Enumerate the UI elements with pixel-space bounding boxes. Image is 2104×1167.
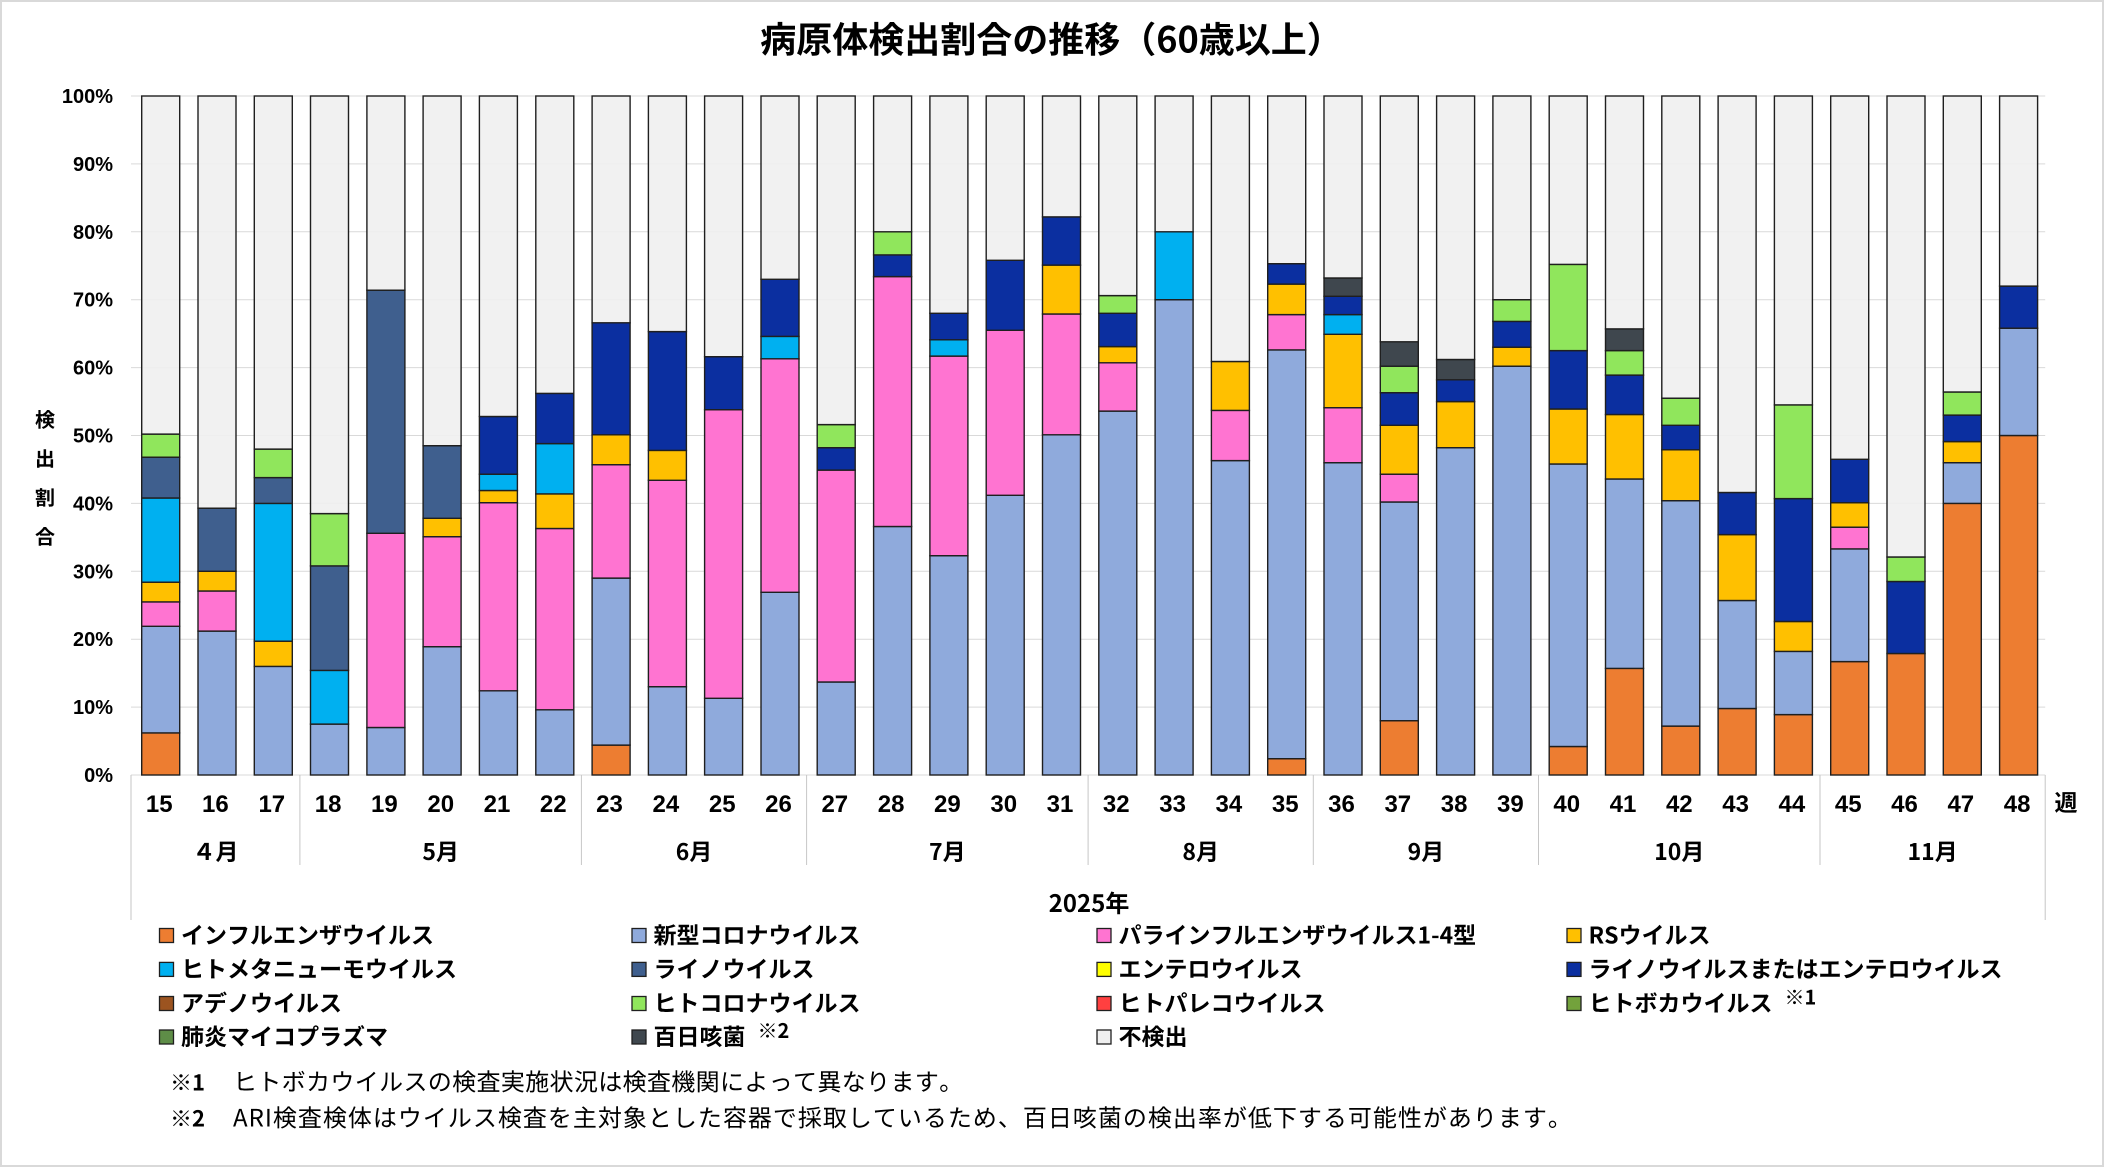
svg-text:42: 42 <box>1666 791 1693 818</box>
svg-text:38: 38 <box>1441 791 1468 818</box>
svg-text:41: 41 <box>1610 791 1637 818</box>
svg-text:32: 32 <box>1103 791 1130 818</box>
svg-text:22: 22 <box>540 791 567 818</box>
svg-text:34: 34 <box>1216 791 1243 818</box>
svg-text:30%: 30% <box>73 561 113 583</box>
svg-text:0%: 0% <box>84 765 113 787</box>
svg-text:46: 46 <box>1891 791 1918 818</box>
svg-text:39: 39 <box>1497 791 1524 818</box>
svg-text:24: 24 <box>653 791 680 818</box>
svg-text:25: 25 <box>709 791 736 818</box>
svg-text:31: 31 <box>1047 791 1074 818</box>
svg-text:35: 35 <box>1272 791 1299 818</box>
svg-text:100%: 100% <box>62 86 113 108</box>
svg-text:29: 29 <box>934 791 961 818</box>
svg-text:43: 43 <box>1722 791 1749 818</box>
svg-text:20: 20 <box>427 791 454 818</box>
svg-text:70%: 70% <box>73 290 113 312</box>
svg-text:23: 23 <box>596 791 623 818</box>
svg-text:44: 44 <box>1779 791 1806 818</box>
svg-text:18: 18 <box>315 791 342 818</box>
svg-text:33: 33 <box>1159 791 1186 818</box>
svg-text:50%: 50% <box>73 426 113 448</box>
svg-text:20%: 20% <box>73 629 113 651</box>
svg-text:40: 40 <box>1553 791 1580 818</box>
svg-text:19: 19 <box>371 791 398 818</box>
svg-text:16: 16 <box>202 791 229 818</box>
svg-text:36: 36 <box>1328 791 1355 818</box>
svg-text:21: 21 <box>484 791 511 818</box>
svg-text:10%: 10% <box>73 697 113 719</box>
svg-text:48: 48 <box>2004 791 2031 818</box>
svg-text:27: 27 <box>821 791 848 818</box>
svg-text:15: 15 <box>146 791 173 818</box>
svg-text:80%: 80% <box>73 222 113 244</box>
svg-text:60%: 60% <box>73 358 113 380</box>
svg-text:17: 17 <box>258 791 285 818</box>
svg-text:28: 28 <box>878 791 905 818</box>
svg-text:30: 30 <box>990 791 1017 818</box>
svg-text:40%: 40% <box>73 493 113 515</box>
svg-text:37: 37 <box>1384 791 1411 818</box>
svg-text:47: 47 <box>1947 791 1974 818</box>
svg-text:26: 26 <box>765 791 792 818</box>
svg-text:45: 45 <box>1835 791 1862 818</box>
svg-text:90%: 90% <box>73 154 113 176</box>
